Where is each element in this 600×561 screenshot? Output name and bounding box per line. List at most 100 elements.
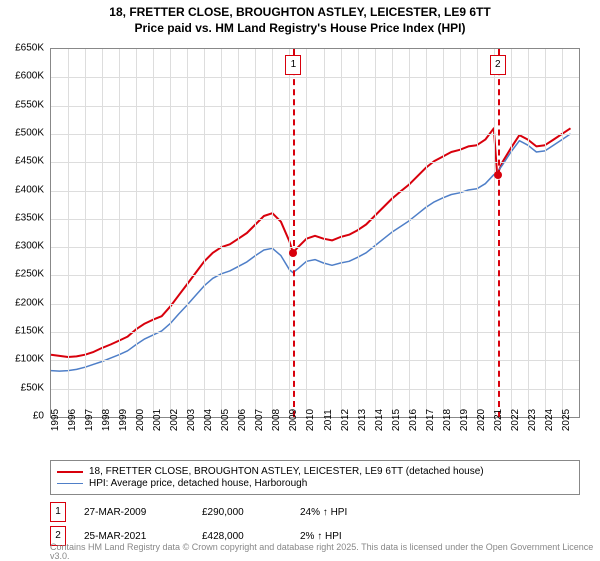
x-axis-label: 1996 <box>67 409 78 431</box>
x-axis-label: 2015 <box>391 409 402 431</box>
legend-label: HPI: Average price, detached house, Harb… <box>89 478 307 489</box>
gridline-v <box>136 49 137 417</box>
gridline-h <box>51 106 579 107</box>
x-axis-label: 1998 <box>101 409 112 431</box>
sale-event-row: 1 27-MAR-2009 £290,000 24% ↑ HPI <box>50 502 580 522</box>
x-axis-label: 2022 <box>510 409 521 431</box>
sale-event-price: £290,000 <box>202 507 282 518</box>
x-axis-label: 1997 <box>84 409 95 431</box>
sale-marker-dot <box>494 171 502 179</box>
gridline-v <box>545 49 546 417</box>
gridline-v <box>255 49 256 417</box>
gridline-h <box>51 247 579 248</box>
sale-event-diff: 24% ↑ HPI <box>300 507 580 518</box>
x-axis-label: 2025 <box>561 409 572 431</box>
y-axis-label: £100K <box>15 354 44 365</box>
gridline-h <box>51 275 579 276</box>
gridline-v <box>204 49 205 417</box>
gridline-h <box>51 219 579 220</box>
y-axis-label: £650K <box>15 43 44 54</box>
x-axis-label: 2014 <box>374 409 385 431</box>
gridline-v <box>562 49 563 417</box>
x-axis-label: 2021 <box>493 409 504 431</box>
y-axis-label: £0 <box>33 411 44 422</box>
chart-title-line2: Price paid vs. HM Land Registry's House … <box>0 20 600 36</box>
x-axis-label: 1999 <box>118 409 129 431</box>
y-axis-label: £500K <box>15 127 44 138</box>
sale-marker-line <box>293 49 295 417</box>
gridline-h <box>51 77 579 78</box>
gridline-v <box>238 49 239 417</box>
sale-marker-dot <box>289 249 297 257</box>
x-axis-label: 2024 <box>544 409 555 431</box>
sale-event-date: 27-MAR-2009 <box>84 507 184 518</box>
legend-row: 18, FRETTER CLOSE, BROUGHTON ASTLEY, LEI… <box>57 466 573 477</box>
gridline-v <box>494 49 495 417</box>
gridline-h <box>51 360 579 361</box>
gridline-v <box>102 49 103 417</box>
y-axis-label: £150K <box>15 326 44 337</box>
gridline-v <box>443 49 444 417</box>
gridline-h <box>51 389 579 390</box>
gridline-v <box>153 49 154 417</box>
chart-lines-svg <box>51 49 579 417</box>
gridline-v <box>477 49 478 417</box>
gridline-v <box>306 49 307 417</box>
x-axis-label: 2013 <box>357 409 368 431</box>
legend-row: HPI: Average price, detached house, Harb… <box>57 478 573 489</box>
gridline-v <box>375 49 376 417</box>
sale-event-date: 25-MAR-2021 <box>84 531 184 542</box>
gridline-v <box>85 49 86 417</box>
y-axis-label: £200K <box>15 297 44 308</box>
gridline-v <box>289 49 290 417</box>
x-axis-label: 2005 <box>220 409 231 431</box>
x-axis-label: 2010 <box>305 409 316 431</box>
y-axis-label: £450K <box>15 156 44 167</box>
legend-swatch <box>57 471 83 473</box>
gridline-v <box>409 49 410 417</box>
gridline-h <box>51 332 579 333</box>
x-axis-label: 2023 <box>527 409 538 431</box>
legend-label: 18, FRETTER CLOSE, BROUGHTON ASTLEY, LEI… <box>89 466 484 477</box>
y-axis-label: £600K <box>15 71 44 82</box>
sale-marker-box: 1 <box>285 55 301 75</box>
y-axis-label: £550K <box>15 99 44 110</box>
x-axis-label: 2001 <box>152 409 163 431</box>
price-chart: 12 <box>50 48 580 418</box>
y-axis-label: £350K <box>15 212 44 223</box>
sale-event-diff: 2% ↑ HPI <box>300 531 580 542</box>
x-axis-label: 1995 <box>50 409 61 431</box>
gridline-v <box>170 49 171 417</box>
y-axis-label: £300K <box>15 241 44 252</box>
x-axis-label: 2006 <box>237 409 248 431</box>
copyright-footnote: Contains HM Land Registry data © Crown c… <box>50 543 600 561</box>
x-axis-label: 2000 <box>135 409 146 431</box>
gridline-v <box>324 49 325 417</box>
gridline-h <box>51 191 579 192</box>
x-axis-label: 2009 <box>288 409 299 431</box>
gridline-v <box>119 49 120 417</box>
y-axis-label: £250K <box>15 269 44 280</box>
gridline-v <box>187 49 188 417</box>
gridline-v <box>392 49 393 417</box>
legend-swatch <box>57 483 83 484</box>
sale-event-marker: 1 <box>50 502 66 522</box>
sale-event-price: £428,000 <box>202 531 282 542</box>
gridline-h <box>51 162 579 163</box>
gridline-v <box>341 49 342 417</box>
sale-marker-line <box>498 49 500 417</box>
chart-legend: 18, FRETTER CLOSE, BROUGHTON ASTLEY, LEI… <box>50 460 580 495</box>
gridline-v <box>511 49 512 417</box>
gridline-h <box>51 134 579 135</box>
x-axis-label: 2003 <box>186 409 197 431</box>
chart-title-line1: 18, FRETTER CLOSE, BROUGHTON ASTLEY, LEI… <box>0 4 600 20</box>
x-axis-label: 2004 <box>203 409 214 431</box>
x-axis-label: 2007 <box>254 409 265 431</box>
gridline-v <box>460 49 461 417</box>
x-axis-label: 2011 <box>323 409 334 431</box>
x-axis-label: 2012 <box>340 409 351 431</box>
x-axis-label: 2018 <box>442 409 453 431</box>
y-axis-label: £50K <box>21 382 44 393</box>
gridline-v <box>221 49 222 417</box>
x-axis-label: 2020 <box>476 409 487 431</box>
